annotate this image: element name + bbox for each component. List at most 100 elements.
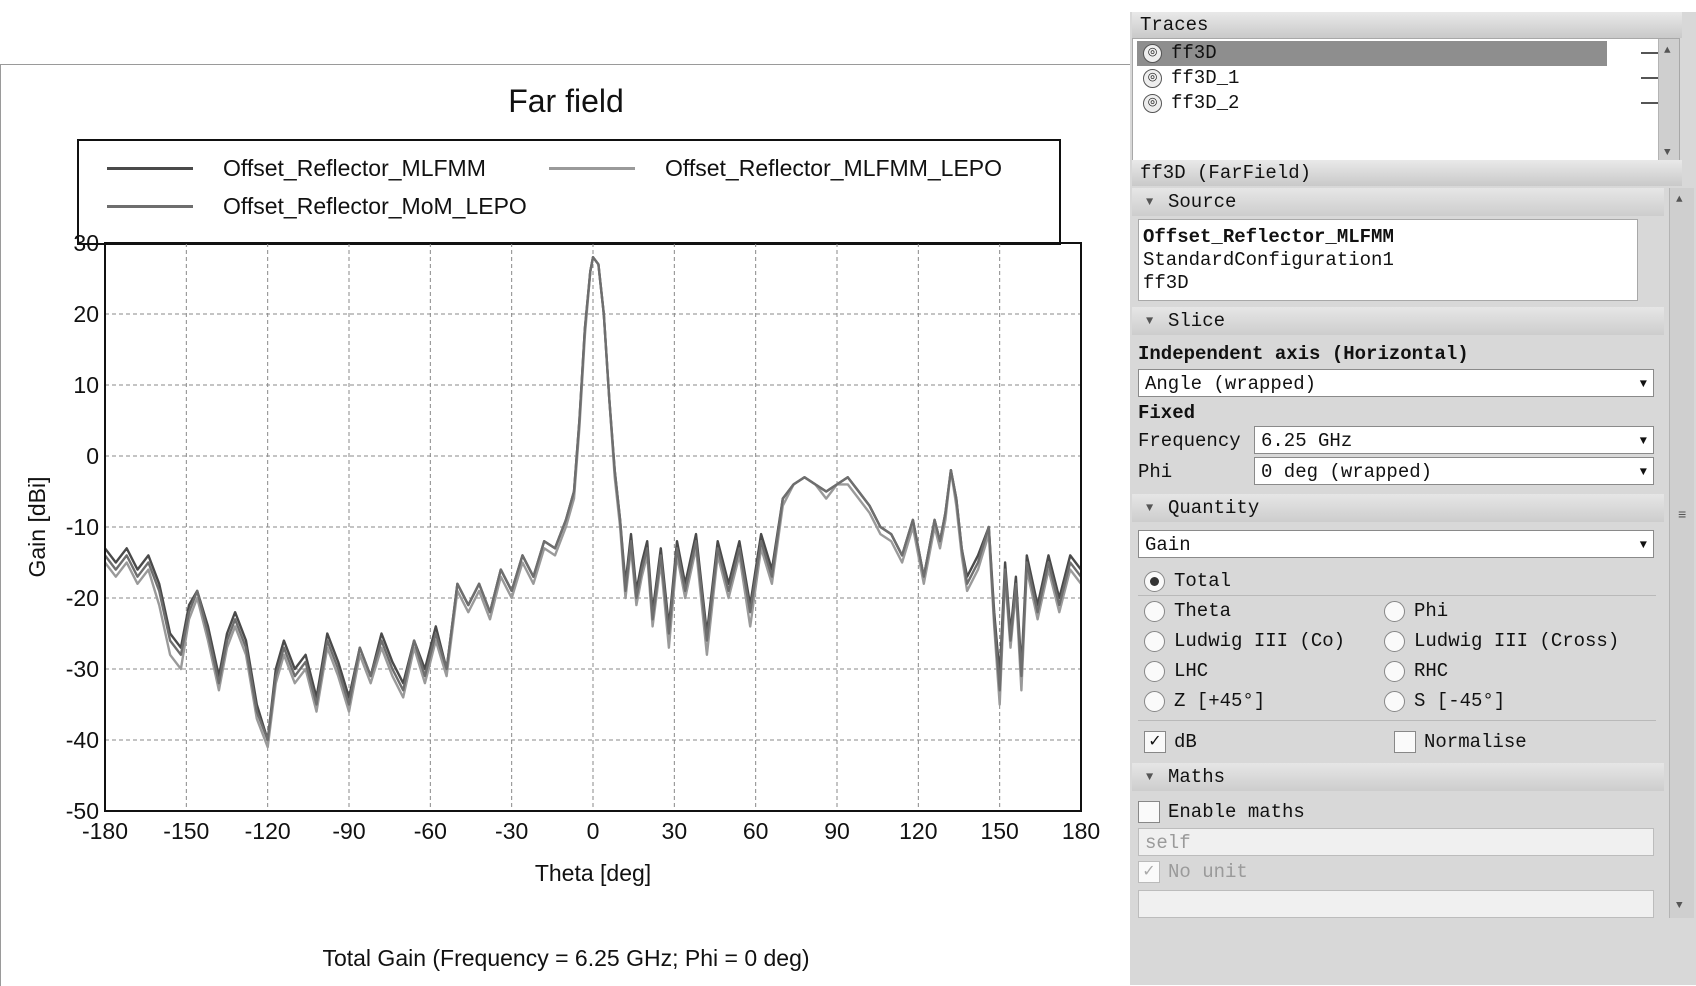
x-tick-label: 120 [899, 818, 937, 844]
trace-line-style [1641, 52, 1665, 54]
normalise-checkbox[interactable]: Normalise [1394, 728, 1527, 756]
x-tick-label: -60 [414, 818, 447, 844]
x-tick-label: -90 [332, 818, 365, 844]
scroll-down-icon[interactable]: ▼ [1676, 900, 1683, 912]
x-tick-label: 150 [980, 818, 1018, 844]
tick-labels: -180 -150 -120 -90 -60 -30 0 30 60 90 120 150 180 30 2… [66, 230, 1100, 844]
x-tick-label: 60 [743, 818, 769, 844]
chart-title: Far field [508, 83, 624, 119]
radio-lhc[interactable]: LHC [1144, 657, 1208, 685]
trace-row-ff3d-2[interactable]: ◎ ff3D_2 ● [1137, 91, 1679, 116]
independent-axis-label: Independent axis (Horizontal) [1138, 343, 1469, 365]
quantity-section-label: Quantity [1168, 497, 1260, 519]
radio-ludwig-co[interactable]: Ludwig III (Co) [1144, 627, 1345, 655]
source-section-header[interactable]: ▼ Source [1132, 188, 1664, 216]
slice-section-label: Slice [1168, 310, 1226, 332]
dropdown-arrow-icon: ▼ [1639, 377, 1647, 391]
legend-label-mlfmm-lepo: Offset_Reflector_MLFMM_LEPO [665, 154, 1003, 181]
radio-dot [1144, 630, 1165, 652]
radio-dot [1384, 600, 1405, 622]
radio-s[interactable]: S [-45°] [1384, 687, 1505, 715]
trace-line-style [1641, 102, 1665, 104]
scroll-down-icon[interactable]: ▼ [1664, 147, 1671, 159]
y-tick-label: 0 [86, 443, 99, 469]
y-tick-label: -30 [66, 656, 99, 682]
radio-total[interactable]: Total [1144, 567, 1231, 595]
y-tick-label: 20 [73, 301, 99, 327]
frequency-dropdown[interactable]: 6.25 GHz ▼ [1254, 426, 1654, 454]
x-tick-label: -180 [82, 818, 128, 844]
legend-label-mlfmm: Offset_Reflector_MLFMM [223, 154, 486, 181]
scroll-up-icon[interactable]: ▲ [1676, 194, 1683, 206]
radio-dot [1144, 600, 1165, 622]
independent-axis-dropdown[interactable]: Angle (wrapped) ▼ [1138, 369, 1654, 397]
frequency-value: 6.25 GHz [1261, 430, 1353, 452]
maths-section-header[interactable]: ▼ Maths [1132, 763, 1664, 791]
frequency-label: Frequency [1138, 430, 1241, 452]
normalise-label: Normalise [1424, 731, 1527, 753]
farfield-icon: ◎ [1143, 69, 1162, 88]
radio-phi[interactable]: Phi [1384, 597, 1448, 625]
maths-expression-input[interactable]: self [1138, 828, 1654, 856]
y-axis-label: Gain [dBi] [24, 477, 50, 578]
far-field-plot: -180 -150 -120 -90 -60 -30 0 30 60 90 120 150 180 30 2… [24, 230, 1100, 886]
collapse-triangle-icon: ▼ [1146, 314, 1154, 328]
no-unit-label: No unit [1168, 861, 1248, 883]
independent-axis-value: Angle (wrapped) [1145, 373, 1317, 395]
trace-row-ff3d[interactable]: ◎ ff3D ● [1137, 41, 1679, 66]
quantity-section-header[interactable]: ▼ Quantity [1132, 494, 1664, 522]
db-checkbox[interactable]: ✓ dB [1144, 728, 1197, 756]
no-unit-checkbox[interactable]: ✓ No unit [1138, 858, 1248, 886]
radio-rhc-label: RHC [1414, 660, 1449, 682]
phi-label: Phi [1138, 461, 1173, 483]
radio-ludwig-cross[interactable]: Ludwig III (Cross) [1384, 627, 1619, 655]
source-section-label: Source [1168, 191, 1237, 213]
checkbox-checked-icon: ✓ [1138, 861, 1160, 883]
maths-unit-input[interactable] [1138, 890, 1654, 918]
radio-dot [1144, 570, 1165, 592]
traces-header: Traces [1132, 12, 1682, 38]
divider [1138, 720, 1656, 721]
radio-dot [1144, 690, 1165, 712]
y-tick-label: 10 [73, 372, 99, 398]
x-tick-label: -30 [495, 818, 528, 844]
checkbox-checked-icon: ✓ [1144, 731, 1166, 753]
phi-dropdown[interactable]: 0 deg (wrapped) ▼ [1254, 457, 1654, 485]
farfield-icon: ◎ [1143, 94, 1162, 113]
source-configuration: StandardConfiguration1 [1143, 249, 1394, 271]
maths-section-label: Maths [1168, 766, 1226, 788]
radio-total-label: Total [1174, 570, 1232, 592]
dropdown-arrow-icon: ▼ [1639, 434, 1647, 448]
legend-swatch-mlfmm [107, 166, 193, 170]
x-tick-label: 90 [824, 818, 850, 844]
traces-list[interactable]: ◎ ff3D ● ◎ ff3D_1 ● ◎ ff3D_2 ● ▲ ▼ [1132, 38, 1680, 168]
series-layer [104, 255, 1082, 749]
radio-dot [1384, 690, 1405, 712]
checkbox-unchecked-icon [1138, 801, 1160, 823]
trace-label: ff3D_2 [1171, 92, 1240, 114]
radio-z[interactable]: Z [+45°] [1144, 687, 1265, 715]
x-tick-label: 30 [662, 818, 688, 844]
radio-dot [1384, 660, 1405, 682]
enable-maths-checkbox[interactable]: Enable maths [1138, 798, 1305, 826]
radio-theta[interactable]: Theta [1144, 597, 1231, 625]
quantity-dropdown[interactable]: Gain ▼ [1138, 530, 1654, 558]
properties-scrollbar[interactable]: ▲ ≡ ▼ [1669, 188, 1694, 918]
radio-rhc[interactable]: RHC [1384, 657, 1448, 685]
x-tick-label: 180 [1062, 818, 1100, 844]
plot-frame [104, 242, 1082, 812]
scroll-up-icon[interactable]: ▲ [1664, 45, 1671, 57]
chart-legend: Offset_Reflector_MLFMM Offset_Reflector_… [77, 139, 1061, 245]
radio-dot [1144, 660, 1165, 682]
scroll-grip-icon[interactable]: ≡ [1678, 508, 1687, 524]
slice-section-header[interactable]: ▼ Slice [1132, 307, 1664, 335]
radio-s-label: S [-45°] [1414, 690, 1506, 712]
fixed-label: Fixed [1138, 402, 1196, 424]
trace-row-ff3d-1[interactable]: ◎ ff3D_1 ● [1137, 66, 1679, 91]
collapse-triangle-icon: ▼ [1146, 195, 1154, 209]
maths-expression-value: self [1145, 832, 1191, 854]
legend-swatch-mom-lepo [107, 204, 193, 208]
radio-theta-label: Theta [1174, 600, 1232, 622]
legend-label-mom-lepo: Offset_Reflector_MoM_LEPO [223, 192, 527, 219]
traces-scrollbar[interactable]: ▲ ▼ [1658, 39, 1679, 165]
